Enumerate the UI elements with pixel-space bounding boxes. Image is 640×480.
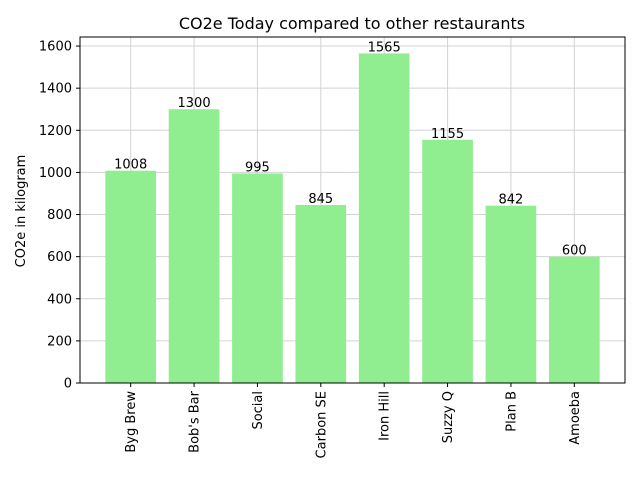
y-tick-label: 800 — [47, 208, 72, 223]
bar-value-label: 842 — [499, 193, 524, 208]
bars — [105, 53, 600, 384]
x-axis-ticks: Byg Brew Bob's Bar Social Carbon SE Iron Hil… — [124, 383, 583, 458]
bar-value-label: 1155 — [431, 127, 464, 142]
bar — [168, 109, 220, 384]
bar — [105, 170, 157, 383]
y-tick-label: 1000 — [39, 166, 72, 181]
bar — [485, 205, 537, 383]
x-tick-label: Bob's Bar — [188, 390, 203, 452]
x-tick-label: Carbon SE — [314, 391, 329, 458]
x-tick-label: Suzzy Q — [441, 391, 456, 443]
x-tick-label: Amoeba — [568, 391, 583, 445]
bar-value-label: 845 — [308, 192, 333, 207]
y-tick-label: 0 — [64, 377, 72, 392]
bar — [548, 256, 600, 383]
y-tick-label: 1200 — [39, 124, 72, 139]
bar — [295, 205, 347, 383]
y-tick-label: 600 — [47, 250, 72, 265]
chart-title: CO2e Today compared to other restaurants — [179, 14, 525, 33]
x-tick-label: Byg Brew — [124, 391, 139, 453]
x-tick-label: Social — [251, 391, 266, 430]
x-tick-label: Iron Hill — [378, 391, 393, 441]
plot-frame — [79, 36, 626, 384]
bar-value-label: 1300 — [178, 96, 211, 111]
y-tick-label: 1400 — [39, 82, 72, 97]
bar-value-label: 995 — [245, 160, 270, 175]
bar-value-label: 1008 — [114, 158, 147, 173]
bar — [358, 53, 410, 383]
bar-value-label: 1565 — [368, 40, 401, 55]
bar-value-labels: 1008 1300 995 845 1565 1155 842 600 — [114, 40, 587, 258]
bar — [232, 173, 283, 383]
y-tick-label: 200 — [47, 334, 72, 349]
y-axis-ticks: 0 200 400 600 800 1000 1200 1400 1600 — [39, 40, 80, 392]
y-gridlines — [80, 45, 625, 384]
x-tick-label: Plan B — [504, 391, 519, 432]
y-tick-label: 400 — [47, 292, 72, 307]
bar — [422, 139, 473, 383]
y-axis-label: CO2e in kilogram — [14, 155, 29, 268]
bar-value-label: 600 — [562, 244, 587, 259]
y-tick-label: 1600 — [39, 40, 72, 55]
